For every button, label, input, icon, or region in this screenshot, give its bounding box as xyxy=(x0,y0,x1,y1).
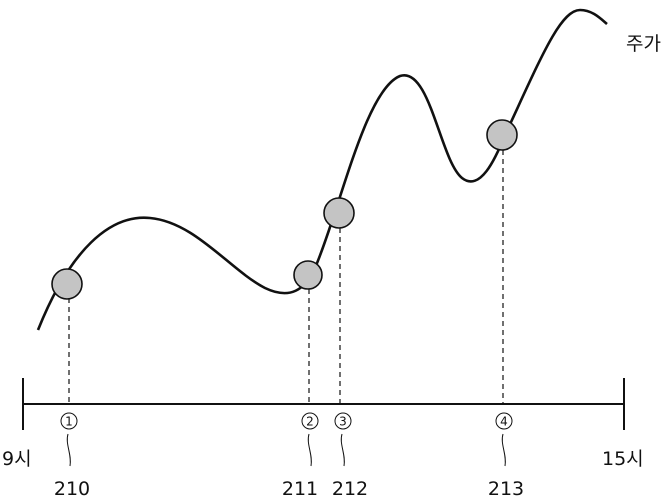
svg-text:4: 4 xyxy=(500,415,508,429)
badge-4: 4 xyxy=(495,412,513,430)
svg-text:1: 1 xyxy=(65,415,73,429)
axis-start-label: 9시 xyxy=(2,448,32,470)
svg-text:2: 2 xyxy=(306,415,314,429)
ref-label-212: 212 xyxy=(332,478,368,500)
stock-price-label: 주가 xyxy=(626,33,661,55)
axis-end-label: 15시 xyxy=(602,448,644,470)
svg-text:3: 3 xyxy=(339,415,347,429)
ref-leader-213 xyxy=(501,433,506,467)
ref-leader-211 xyxy=(307,433,312,467)
event-marker-4 xyxy=(486,119,518,151)
event-marker-1 xyxy=(51,268,83,300)
badge-2: 2 xyxy=(301,412,319,430)
event-marker-3 xyxy=(323,197,355,229)
badge-3: 3 xyxy=(334,412,352,430)
price-curve xyxy=(36,8,608,331)
badge-1: 1 xyxy=(60,412,78,430)
event-marker-2 xyxy=(293,260,323,290)
ref-leader-212 xyxy=(340,433,345,467)
ref-label-210: 210 xyxy=(54,478,90,500)
ref-label-213: 213 xyxy=(488,478,524,500)
ref-leader-210 xyxy=(66,433,71,467)
time-axis xyxy=(22,378,625,430)
ref-label-211: 211 xyxy=(282,478,318,500)
